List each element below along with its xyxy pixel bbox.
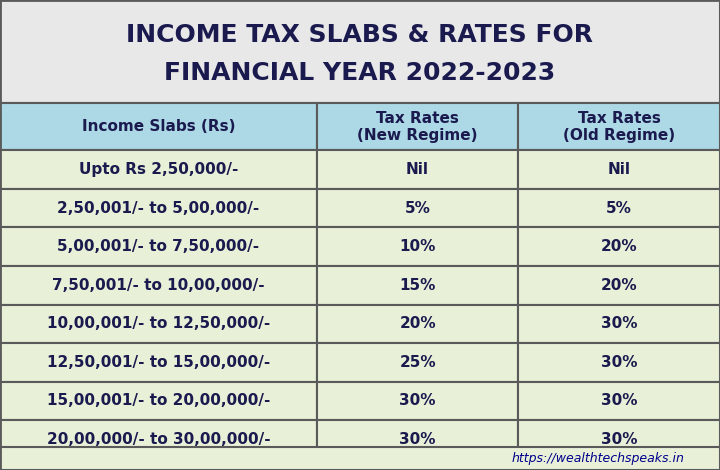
Text: 10%: 10% (400, 239, 436, 254)
Bar (0, 305, 317, 343)
Bar (518, 189, 720, 227)
Text: 20%: 20% (601, 239, 637, 254)
Text: 25%: 25% (400, 355, 436, 370)
Bar (317, 343, 518, 382)
Text: Tax Rates
(Old Regime): Tax Rates (Old Regime) (563, 111, 675, 143)
Text: 20,00,000/- to 30,00,000/-: 20,00,000/- to 30,00,000/- (47, 432, 270, 447)
Bar (317, 150, 518, 189)
Bar (518, 382, 720, 420)
Text: 2,50,001/- to 5,00,000/-: 2,50,001/- to 5,00,000/- (58, 201, 259, 216)
Bar (317, 189, 518, 227)
Text: Tax Rates
(New Regime): Tax Rates (New Regime) (357, 111, 478, 143)
Text: 30%: 30% (400, 432, 436, 447)
Bar (518, 103, 720, 150)
Bar (518, 343, 720, 382)
Text: 15,00,001/- to 20,00,000/-: 15,00,001/- to 20,00,000/- (47, 393, 270, 408)
Bar (317, 266, 518, 305)
Text: 30%: 30% (601, 316, 637, 331)
Bar (317, 382, 518, 420)
Text: 5%: 5% (606, 201, 632, 216)
Bar (518, 227, 720, 266)
Text: https://wealthtechspeaks.in: https://wealthtechspeaks.in (511, 452, 684, 465)
Bar (0, 420, 317, 459)
Bar (0, 227, 317, 266)
Text: 20%: 20% (400, 316, 436, 331)
Text: Income Slabs (Rs): Income Slabs (Rs) (81, 119, 235, 134)
Text: 5,00,001/- to 7,50,000/-: 5,00,001/- to 7,50,000/- (58, 239, 259, 254)
Bar (518, 150, 720, 189)
Text: Nil: Nil (406, 162, 429, 177)
Text: 20%: 20% (601, 278, 637, 293)
Text: INCOME TAX SLABS & RATES FOR: INCOME TAX SLABS & RATES FOR (127, 23, 593, 47)
Bar (518, 305, 720, 343)
Text: 30%: 30% (400, 393, 436, 408)
Bar (518, 266, 720, 305)
Bar (0, 343, 317, 382)
Bar (317, 305, 518, 343)
Bar (0, 447, 720, 470)
Text: 30%: 30% (601, 432, 637, 447)
Text: 5%: 5% (405, 201, 431, 216)
Text: 15%: 15% (400, 278, 436, 293)
Bar (0, 0, 720, 103)
Text: FINANCIAL YEAR 2022-2023: FINANCIAL YEAR 2022-2023 (164, 61, 556, 85)
Text: Nil: Nil (608, 162, 631, 177)
Bar (0, 382, 317, 420)
Text: 30%: 30% (601, 393, 637, 408)
Bar (0, 189, 317, 227)
Text: 7,50,001/- to 10,00,000/-: 7,50,001/- to 10,00,000/- (52, 278, 265, 293)
Text: 30%: 30% (601, 355, 637, 370)
Bar (317, 103, 518, 150)
Bar (518, 420, 720, 459)
Bar (317, 227, 518, 266)
Bar (0, 266, 317, 305)
Bar (317, 420, 518, 459)
Text: 12,50,001/- to 15,00,000/-: 12,50,001/- to 15,00,000/- (47, 355, 270, 370)
Text: 10,00,001/- to 12,50,000/-: 10,00,001/- to 12,50,000/- (47, 316, 270, 331)
Text: Upto Rs 2,50,000/-: Upto Rs 2,50,000/- (78, 162, 238, 177)
Bar (0, 0, 720, 103)
Bar (0, 103, 317, 150)
Bar (0, 150, 317, 189)
